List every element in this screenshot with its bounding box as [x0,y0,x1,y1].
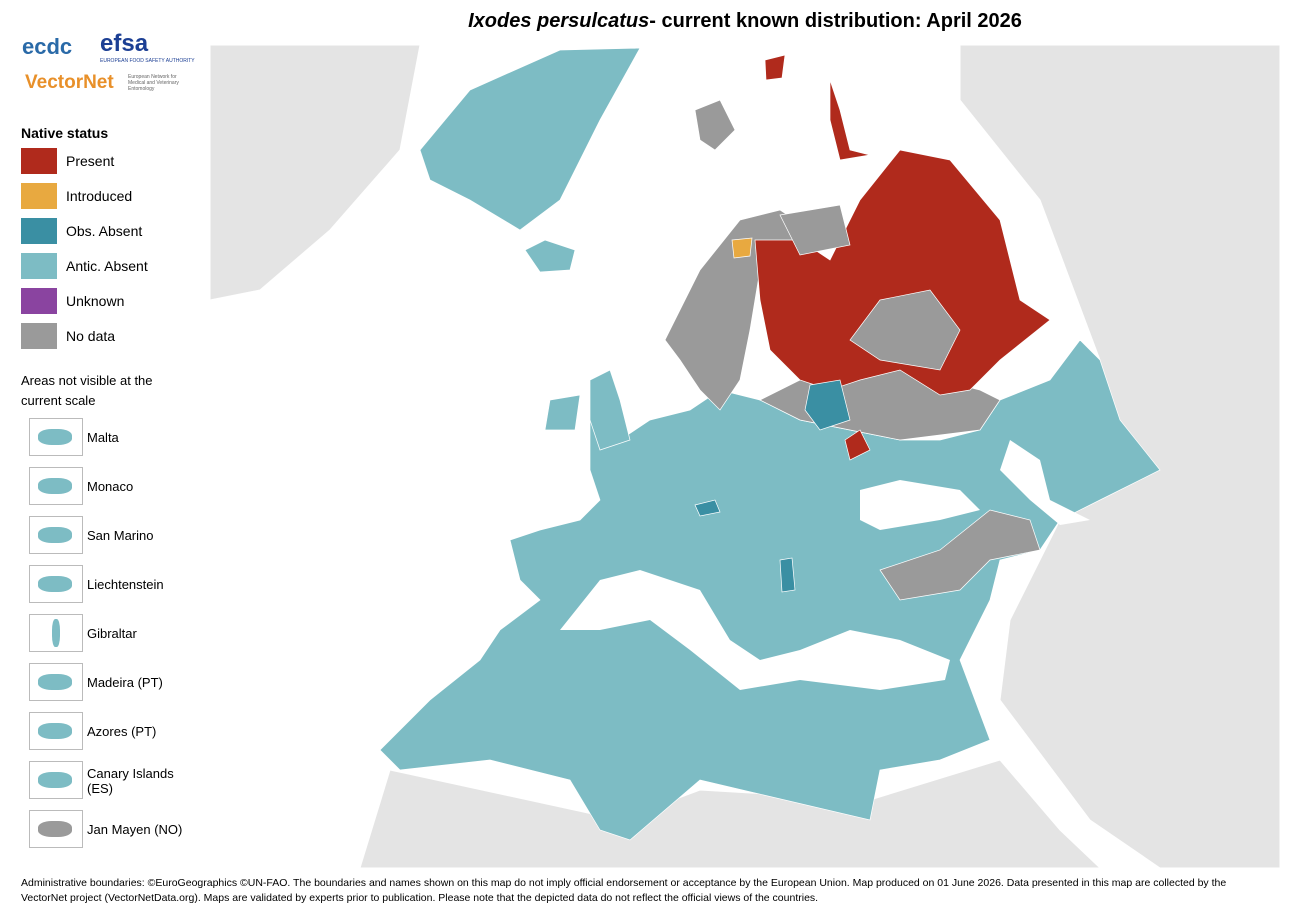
inset-box [29,565,83,603]
region [879,509,1041,601]
inset-box [29,516,83,554]
legend-label: Introduced [66,188,133,204]
region [694,99,736,151]
region [804,379,851,431]
inset-label: Canary Islands (ES) [87,766,174,796]
inset-label: Madeira (PT) [87,675,163,690]
inset-label: Gibraltar [87,626,137,641]
legend-label: No data [66,328,116,344]
legend-swatch [21,323,57,349]
inset-shape [38,527,72,543]
region [544,394,581,431]
sea [860,480,980,530]
inset-shape [38,772,72,788]
legend-label: Obs. Absent [66,223,143,239]
footer-line: VectorNet project (VectorNetData.org). M… [21,892,819,904]
region [779,557,796,593]
region [849,289,961,371]
legend-label: Antic. Absent [66,258,148,274]
inset-box [29,761,83,799]
inset-shape [52,619,60,647]
region [829,79,871,161]
inset-shape [38,429,72,445]
inset-shape [38,576,72,592]
legend-swatch [21,148,57,174]
region [731,237,753,259]
inset-box [29,712,83,750]
inset-label: Jan Mayen (NO) [87,822,183,837]
logo-vectornet: VectorNet [25,72,114,93]
inset-box [29,810,83,848]
region [764,54,786,81]
legend-label: Unknown [66,293,125,309]
region [524,239,576,273]
inset-box [29,614,83,652]
legend-swatch [21,288,57,314]
inset-label: San Marino [87,528,154,543]
logo-vectornet-sub: European Network for Medical and Veterin… [128,74,179,92]
map-title: Ixodes persulcatus- current known distri… [210,10,1280,33]
region [419,47,641,231]
insets-title: Areas not visible at the current scale [21,373,153,408]
legend-swatch [21,218,57,244]
logo-efsa-sub: EUROPEAN FOOD SAFETY AUTHORITY [100,58,195,64]
inset-box [29,467,83,505]
region [694,499,721,517]
region [844,429,871,461]
inset-label: Azores (PT) [87,724,157,739]
inset-shape [38,821,72,837]
title-species: Ixodes persulcatus [468,10,650,32]
inset-box [29,663,83,701]
logo-efsa: efsa [100,30,149,57]
land-other [209,44,421,301]
footer-line: Administrative boundaries: ©EuroGeograph… [21,877,1227,889]
sea [560,570,950,690]
legend-swatch [21,253,57,279]
inset-shape [38,478,72,494]
inset-box [29,418,83,456]
inset-label: Malta [87,430,119,445]
inset-label: Liechtenstein [87,577,164,592]
region [589,369,631,451]
legend-title: Native status [21,125,109,141]
title-rest: - current known distribution: April 2026 [649,10,1022,32]
logo-ecdc: ecdc [22,34,73,59]
region [779,204,851,256]
sea [1000,440,1090,525]
inset-label: Monaco [87,479,134,494]
legend-swatch [21,183,57,209]
legend-label: Present [66,153,115,169]
inset-shape [38,674,72,690]
inset-shape [38,723,72,739]
region [754,149,1051,396]
